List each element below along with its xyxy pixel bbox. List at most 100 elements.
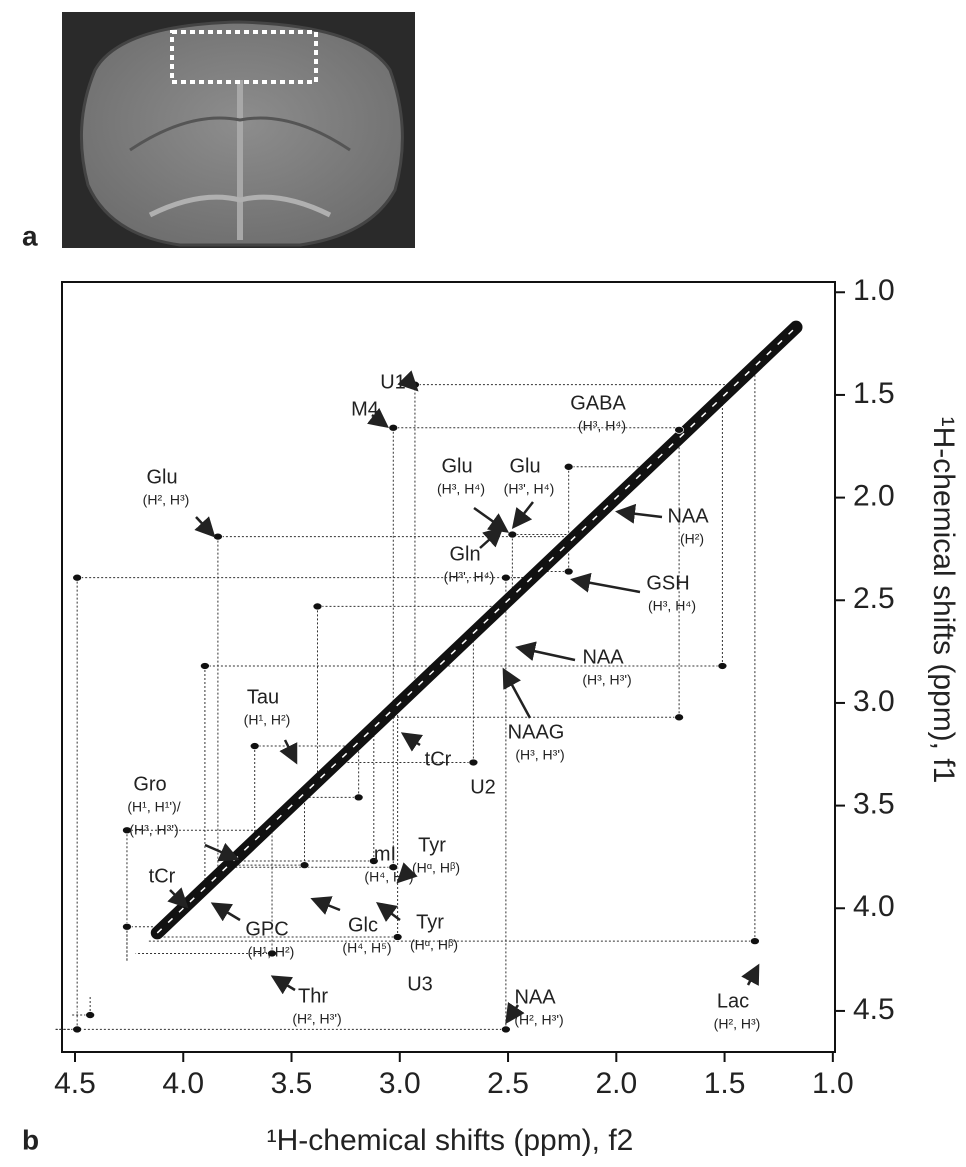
annotation-label: Thr [298, 985, 328, 1007]
annotation-arrow [210, 902, 241, 922]
annotation-arrow [376, 902, 401, 922]
x-tick-label: 2.5 [487, 1067, 529, 1100]
annotation-arrow [167, 887, 189, 909]
x-tick-label: 2.0 [595, 1067, 637, 1100]
annotation-label: mI [374, 843, 396, 865]
mri-image [62, 12, 415, 248]
annotation-label: U3 [407, 973, 433, 995]
annotation-label: Gln [449, 543, 480, 565]
cross-peak [717, 662, 728, 670]
annotation-sub: (Hᵅ, Hᵝ) [412, 860, 460, 876]
annotation-arrow [502, 667, 532, 719]
annotation-arrow [473, 506, 510, 533]
annotation-arrow [310, 896, 341, 915]
cross-peak [674, 713, 684, 722]
annotation-arrow [396, 862, 418, 884]
cross-peak [563, 567, 574, 576]
cross-peak [72, 573, 83, 582]
cross-peak [122, 922, 132, 931]
annotation-arrow [279, 739, 298, 765]
annotation-label: tCr [149, 865, 176, 887]
x-axis-label: ¹H-chemical shifts (ppm), f2 [267, 1124, 634, 1157]
annotation-label: GABA [570, 392, 626, 414]
cross-peak [750, 937, 760, 945]
annotation-arrow [741, 963, 760, 986]
annotation-arrow [511, 501, 534, 529]
x-tick-label: 3.0 [379, 1067, 421, 1100]
annotation-label: Glu [509, 455, 540, 477]
annotation-sub: (H⁴, H⁵) [342, 940, 391, 956]
y-tick-label: 2.0 [853, 480, 895, 513]
cross-peak [507, 530, 518, 539]
annotation-label: U1 [380, 371, 406, 393]
annotation-sub: (H³, H³') [515, 747, 564, 763]
annotation-sub: (H³', H⁴) [504, 481, 555, 497]
annotation-arrow [400, 732, 424, 752]
x-tick-label: 4.0 [162, 1067, 204, 1100]
y-tick-label: 1.5 [853, 377, 895, 410]
annotation-label: NAA [514, 986, 556, 1008]
annotation-label: Glu [441, 455, 472, 477]
y-tick-label: 3.5 [853, 788, 895, 821]
cross-peak [267, 949, 277, 958]
cross-peak [501, 573, 511, 582]
annotation-sub: (H², H³') [514, 1012, 563, 1028]
annotation-arrow [515, 641, 576, 662]
cross-peak [392, 933, 403, 941]
cross-peak [353, 793, 364, 802]
annotation-sub: (H²) [680, 531, 704, 547]
annotation-arrow [570, 572, 641, 594]
annotation-sub: (H², H³) [143, 492, 190, 508]
annotation-sub: (H³, H⁴) [437, 481, 485, 497]
cross-peak [468, 758, 479, 767]
annotation-label: GSH [646, 572, 689, 594]
diagonal-contour [156, 326, 797, 934]
annotation-arrow [194, 516, 216, 538]
annotation-sub: (H⁴, H⁵) [364, 869, 413, 885]
panel-label: a [22, 220, 38, 251]
panel-label: b [22, 1124, 39, 1155]
y-tick-label: 3.0 [853, 685, 895, 718]
annotation-sub: (H¹, H¹')/ [127, 799, 180, 815]
annotation-label: NAAG [508, 721, 565, 743]
y-tick-label: 4.0 [853, 890, 895, 923]
cross-peak [312, 602, 323, 611]
cross-peak [388, 423, 399, 432]
annotation-sub: (Hᵅ, Hᵝ) [410, 937, 458, 953]
x-tick-label: 1.5 [704, 1067, 746, 1100]
y-tick-label: 2.5 [853, 582, 895, 615]
annotation-arrow [479, 526, 504, 549]
annotation-label: Glc [348, 914, 378, 936]
x-tick-label: 3.5 [271, 1067, 313, 1100]
cross-peak [368, 857, 379, 865]
annotation-arrow [505, 1001, 525, 1025]
cross-peak [72, 1025, 83, 1034]
annotation-label: U2 [470, 776, 496, 798]
annotation-sub: (H³, H³') [129, 822, 178, 838]
cross-peak [299, 861, 310, 869]
cross-peak [200, 662, 210, 670]
y-tick-label: 1.0 [853, 274, 895, 307]
annotation-sub: (H¹, H²) [244, 712, 291, 728]
cross-peak [563, 462, 574, 471]
plot-frame [61, 281, 836, 1053]
cross-peak [85, 1011, 95, 1019]
annotation-arrow [204, 842, 240, 862]
annotation-sub: (H², H³) [714, 1016, 761, 1032]
annotation-sub: (H³', H⁴) [444, 569, 495, 585]
annotation-sub: (H³, H⁴) [578, 418, 626, 434]
annotation-label: Tyr [418, 834, 446, 856]
x-tick-label: 4.5 [54, 1067, 96, 1100]
y-tick-label: 4.5 [853, 993, 895, 1026]
annotation-label: Tyr [416, 911, 444, 933]
annotation-arrow [615, 503, 663, 524]
annotation-sub: (H², H³') [292, 1011, 341, 1027]
annotation-label: GPC [245, 918, 288, 940]
cross-peak [674, 425, 684, 434]
annotation-label: Tau [247, 686, 279, 708]
annotation-sub: (H³, H³') [582, 672, 631, 688]
cross-peak [122, 826, 132, 835]
cross-peak [213, 532, 223, 541]
annotation-arrow [270, 975, 296, 995]
